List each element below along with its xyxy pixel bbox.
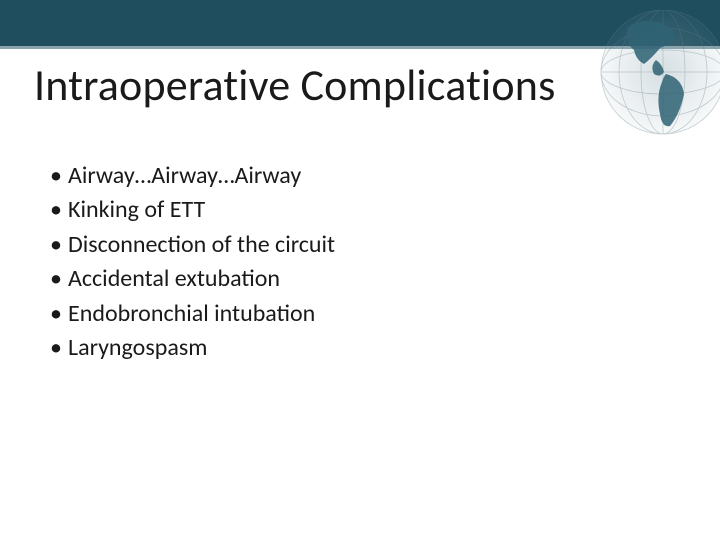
bullet-marker: •: [50, 336, 68, 360]
slide-title: Intraoperative Complications: [34, 58, 555, 112]
list-item: • Laryngospasm: [50, 332, 335, 364]
list-item: • Airway…Airway…Airway: [50, 160, 335, 192]
bullet-list: • Airway…Airway…Airway • Kinking of ETT …: [50, 160, 335, 366]
list-item-text: Accidental extubation: [68, 263, 280, 295]
bullet-marker: •: [50, 233, 68, 257]
list-item: • Disconnection of the circuit: [50, 229, 335, 261]
list-item-text: Laryngospasm: [68, 332, 207, 364]
bullet-marker: •: [50, 198, 68, 222]
bullet-marker: •: [50, 302, 68, 326]
list-item-text: Airway…Airway…Airway: [68, 160, 301, 192]
list-item-text: Kinking of ETT: [68, 194, 205, 226]
list-item: • Endobronchial intubation: [50, 298, 335, 330]
list-item-text: Endobronchial intubation: [68, 298, 315, 330]
list-item: • Accidental extubation: [50, 263, 335, 295]
globe-icon: [578, 10, 720, 150]
list-item-text: Disconnection of the circuit: [68, 229, 335, 261]
bullet-marker: •: [50, 267, 68, 291]
bullet-marker: •: [50, 164, 68, 188]
list-item: • Kinking of ETT: [50, 194, 335, 226]
